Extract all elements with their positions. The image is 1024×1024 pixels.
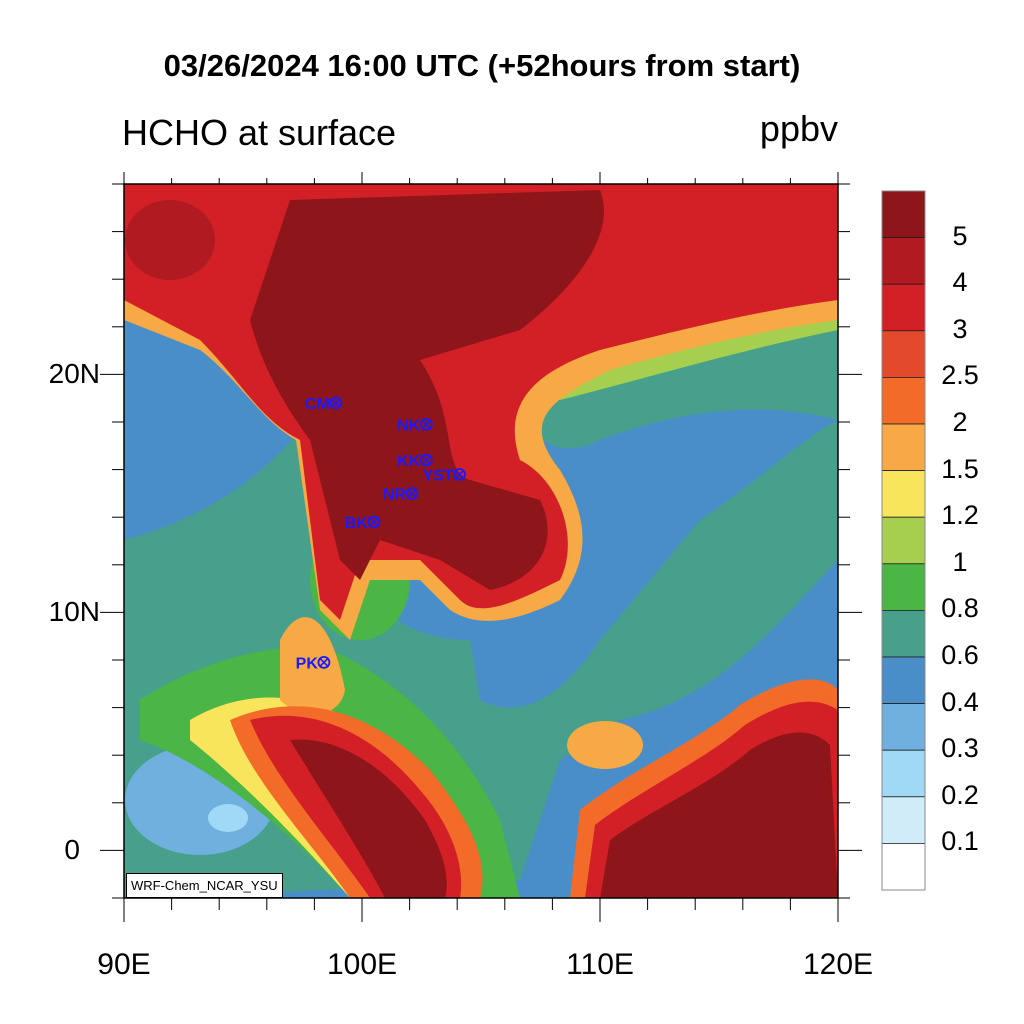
colorbar-swatch: [881, 656, 926, 704]
colorbar-label: 5: [952, 220, 968, 251]
station-label: NR: [383, 486, 407, 503]
colorbar-swatch: [881, 843, 926, 891]
lat-label-0: 0: [64, 834, 80, 865]
colorbar-swatch: [881, 470, 926, 518]
field-darkred-mainland: [250, 190, 604, 590]
station-cross-icon: [331, 398, 341, 408]
colorbar-swatch: [881, 283, 926, 332]
colorbar-label: 4: [952, 267, 968, 298]
lon-label-110e: 110E: [566, 948, 634, 981]
colorbar-swatch: [881, 749, 926, 798]
field-orange-sea: [567, 721, 643, 769]
model-credit: WRF-Chem_NCAR_YSU: [126, 873, 283, 898]
lat-label-20n: 20N: [48, 358, 100, 389]
colorbar-label: 2: [952, 407, 968, 437]
station-cross-icon: [407, 489, 417, 498]
station-label: PK: [296, 655, 319, 672]
field-darkred-sumatra: [290, 739, 447, 898]
colorbar-frame: [881, 190, 926, 891]
colorbar-label: 0.1: [941, 826, 979, 857]
map-frame: [123, 183, 839, 899]
station-marker-icon: [419, 417, 433, 431]
station-label: BK: [345, 515, 369, 532]
station-yst[interactable]: YST: [422, 467, 466, 484]
colorbar-swatch: [881, 376, 926, 425]
colorbar-swatch: [881, 516, 926, 565]
colorbar-label: 0.8: [941, 593, 979, 624]
colorbar-swatch: [881, 610, 926, 658]
station-marker-icon: [317, 655, 331, 669]
field-teal-north: [520, 330, 838, 449]
station-cm[interactable]: CM: [305, 396, 343, 413]
colorbar: [881, 190, 926, 891]
colorbar-swatch: [881, 563, 926, 611]
colorbar-swatch: [881, 703, 926, 751]
colorbar-swatch: [881, 190, 926, 238]
colorbar-swatch: [881, 330, 926, 378]
station-bk[interactable]: BK: [345, 515, 381, 532]
field-darkred-nw: [125, 200, 215, 280]
colorbar-swatch: [881, 237, 926, 285]
colorbar-label: 1: [952, 546, 968, 577]
station-label: YST: [422, 467, 453, 484]
variable-label: HCHO at surface: [122, 112, 397, 153]
station-pk[interactable]: PK: [296, 655, 331, 672]
colorbar-swatch: [881, 423, 926, 471]
station-marker-icon: [419, 453, 433, 467]
field-darkred-borneo: [600, 732, 838, 898]
plot-title: 03/26/2024 16:00 UTC (+52hours from star…: [163, 48, 801, 83]
station-cross-icon: [455, 469, 464, 479]
axis-ticks: [100, 172, 862, 922]
station-marker-icon: [405, 486, 419, 500]
station-cross-icon: [421, 455, 431, 465]
lon-label-100e: 100E: [326, 948, 398, 981]
station-cross-icon: [369, 517, 379, 527]
colorbar-swatch: [881, 796, 926, 844]
colorbar-label: 0.6: [941, 640, 979, 670]
station-label: NK: [397, 417, 421, 434]
colorbar-label: 2.5: [941, 360, 979, 391]
station-marker-icon: [329, 396, 343, 410]
colorbar-label: 3: [952, 313, 968, 344]
field-palest: [208, 804, 248, 832]
colorbar-label: 0.3: [941, 733, 979, 764]
station-label: CM: [305, 396, 330, 413]
station-cross-icon: [319, 658, 329, 667]
lat-label-10n: 10N: [48, 596, 100, 627]
station-kk[interactable]: KK: [397, 453, 433, 470]
station-cross-icon: [421, 420, 431, 429]
station-marker-icon: [367, 515, 381, 529]
station-nr[interactable]: NR: [383, 486, 419, 503]
station-nk[interactable]: NK: [397, 417, 433, 434]
colorbar-label: 0.2: [941, 779, 979, 810]
lon-label-120e: 120E: [802, 948, 874, 981]
colorbar-label: 1.2: [941, 500, 979, 531]
station-label: KK: [397, 453, 421, 470]
station-marker-icon: [453, 467, 466, 481]
colorbar-label: 0.4: [941, 686, 979, 717]
field-orange-pk: [280, 617, 345, 714]
units-label: ppbv: [759, 108, 838, 149]
lon-label-90e: 90E: [97, 948, 151, 981]
colorbar-label: 1.5: [941, 453, 979, 484]
